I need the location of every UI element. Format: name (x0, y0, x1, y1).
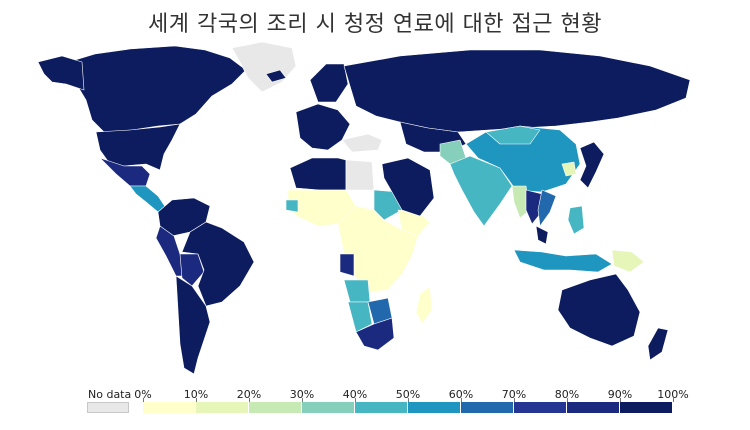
region-vietnam (537, 189, 557, 227)
legend-swatch (302, 402, 355, 413)
region-indonesia (513, 249, 613, 273)
region-australia (557, 273, 641, 347)
region-thailand (525, 189, 543, 225)
legend-swatch (143, 402, 196, 413)
legend-swatch (620, 402, 673, 413)
region-north-africa (289, 157, 347, 191)
legend-tick-label: 60% (448, 388, 474, 401)
legend-swatch (355, 402, 408, 413)
region-japan-korea (579, 141, 605, 189)
legend-tick-label: 80% (554, 388, 580, 401)
region-canada (61, 45, 247, 133)
legend-no-data-swatch (87, 402, 129, 413)
region-mongolia (485, 125, 541, 145)
region-central-america (129, 185, 167, 213)
region-myanmar (511, 185, 531, 219)
region-middle-east (381, 157, 435, 217)
legend-tick (461, 398, 462, 402)
legend-swatch (461, 402, 514, 413)
region-gabon (339, 253, 355, 277)
legend-tick-label: 20% (236, 388, 262, 401)
legend-tick-label: 50% (395, 388, 421, 401)
region-ukraine (341, 133, 383, 153)
legend-tick-label: 40% (342, 388, 368, 401)
legend-swatch (408, 402, 461, 413)
region-brazil (181, 221, 255, 307)
region-south-africa (355, 317, 395, 351)
region-north-korea (561, 161, 577, 177)
region-western-europe (295, 103, 351, 151)
region-russia (343, 49, 691, 133)
legend-swatch (249, 402, 302, 413)
region-scandinavia (309, 63, 349, 103)
region-india-pakistan (449, 155, 513, 227)
world-map (37, 41, 691, 375)
legend-tick-label: 100% (657, 388, 689, 401)
legend-swatch (196, 402, 249, 413)
legend-tick (143, 398, 144, 402)
legend-swatch (567, 402, 620, 413)
legend-tick-label: 90% (607, 388, 633, 401)
region-bolivia (179, 253, 205, 287)
region-madagascar (415, 285, 433, 325)
region-malaysia (535, 225, 549, 245)
legend-swatch (514, 402, 567, 413)
legend-tick (302, 398, 303, 402)
region-namibia (347, 301, 373, 333)
legend-tick (673, 398, 674, 402)
region-papua-new-guinea (611, 249, 645, 273)
legend-no-data-label: No data (88, 388, 132, 401)
legend-tick (408, 398, 409, 402)
legend-tick (196, 398, 197, 402)
region-libya (345, 159, 375, 191)
region-senegal (285, 199, 299, 213)
legend-tick-label: 0% (134, 388, 152, 401)
region-argentina-chile (175, 275, 211, 375)
legend-tick (514, 398, 515, 402)
map-title: 세계 각국의 조리 시 청정 연료에 대한 접근 현황 (147, 12, 602, 37)
region-philippines (567, 205, 585, 235)
legend-tick-label: 10% (183, 388, 209, 401)
legend-tick-label: 70% (501, 388, 527, 401)
region-iceland (265, 69, 287, 83)
region-angola (343, 279, 371, 303)
legend-tick (355, 398, 356, 402)
legend-tick (620, 398, 621, 402)
legend-tick (249, 398, 250, 402)
legend-tick-label: 30% (289, 388, 315, 401)
legend-tick (567, 398, 568, 402)
region-new-zealand (647, 327, 669, 361)
region-alaska (37, 55, 85, 91)
